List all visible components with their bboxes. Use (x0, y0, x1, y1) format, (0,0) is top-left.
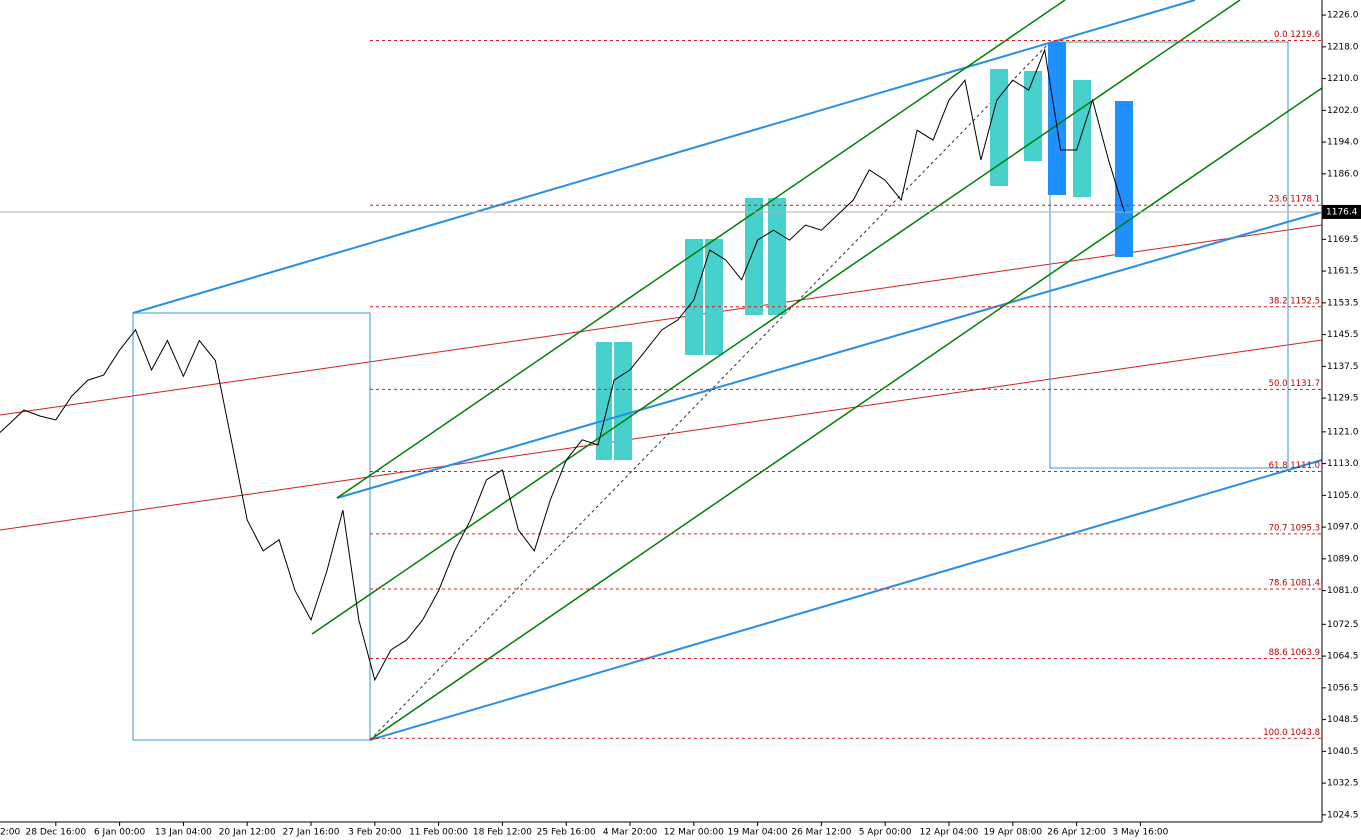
y-tick-label: 1097.0 (1327, 523, 1359, 533)
x-tick-label: 13 Jan 04:00 (155, 828, 212, 838)
fib-label: 50.0 1131.7 (1269, 379, 1320, 389)
trend-line (0, 339, 1323, 531)
x-tick-label: 6 Jan 00:00 (94, 828, 146, 838)
fib-label: 78.6 1081.4 (1269, 579, 1320, 589)
trend-line (336, 211, 1323, 499)
x-tick-label: 18 Feb 12:00 (473, 828, 532, 838)
trend-line (132, 0, 1196, 314)
y-tick-label: 1194.0 (1327, 138, 1359, 148)
x-tick-label: 3 Feb 20:00 (348, 828, 402, 838)
range-box (132, 312, 371, 741)
x-tick-label: 19 Mar 04:00 (728, 828, 788, 838)
zone (1024, 71, 1042, 161)
x-tick-label: 12 Apr 04:00 (920, 828, 979, 838)
drawings (0, 0, 1323, 741)
x-tick-label: 2:00 (0, 828, 20, 838)
x-tick-label: 19 Apr 08:00 (983, 828, 1042, 838)
y-tick-label: 1032.5 (1327, 779, 1359, 789)
y-tick-label: 1218.0 (1327, 42, 1359, 52)
y-tick-label: 1145.5 (1327, 330, 1359, 340)
zone (1115, 101, 1133, 257)
y-tick-label: 1081.0 (1327, 586, 1359, 596)
y-tick-label: 1064.5 (1327, 652, 1359, 662)
fib-label: 70.7 1095.3 (1269, 523, 1320, 533)
x-tick-label: 5 Apr 00:00 (859, 828, 912, 838)
x-tick-label: 11 Feb 00:00 (409, 828, 468, 838)
x-tick-label: 27 Jan 16:00 (283, 828, 340, 838)
zone (685, 239, 703, 355)
x-tick-label: 25 Feb 16:00 (537, 828, 596, 838)
fib-label: 61.8 1111.0 (1269, 461, 1320, 471)
zone (614, 342, 632, 460)
y-tick-label: 1226.0 (1327, 11, 1359, 21)
zone (1048, 42, 1066, 195)
diagonal (369, 41, 1051, 741)
x-tick-label: 3 May 16:00 (1112, 828, 1168, 838)
range-box (1049, 41, 1289, 469)
zone (768, 198, 786, 315)
trend-line (369, 459, 1323, 741)
y-tick-label: 1129.5 (1327, 394, 1359, 404)
channel-line (311, 0, 1241, 635)
current-price-box (1322, 204, 1361, 219)
x-tick-label: 12 Mar 00:00 (664, 828, 724, 838)
fib-label: 88.6 1063.9 (1269, 648, 1320, 658)
y-tick-label: 1210.0 (1327, 74, 1359, 84)
y-tick-label: 1121.0 (1327, 427, 1359, 437)
x-tick-label: 26 Mar 12:00 (791, 828, 851, 838)
x-tick-label: 26 Apr 12:00 (1047, 828, 1106, 838)
y-tick-label: 1161.5 (1327, 267, 1359, 277)
y-tick-label: 1072.5 (1327, 620, 1359, 630)
zone (1073, 80, 1091, 197)
y-tick-label: 1040.5 (1327, 747, 1359, 757)
fib-label: 23.6 1178.1 (1269, 195, 1320, 205)
x-tick-label: 4 Mar 20:00 (603, 828, 658, 838)
x-tick-label: 28 Dec 16:00 (26, 828, 87, 838)
zone (990, 69, 1008, 186)
price-line (0, 48, 1125, 682)
zone (745, 198, 763, 315)
fib-label: 38.2 1152.5 (1269, 296, 1320, 306)
y-tick-label: 1024.5 (1327, 810, 1359, 820)
y-tick-label: 1153.5 (1327, 298, 1359, 308)
y-tick-label: 1137.5 (1327, 362, 1359, 372)
y-tick-label: 1105.0 (1327, 491, 1359, 501)
y-tick-label: 1202.0 (1327, 106, 1359, 116)
y-tick-label: 1186.0 (1327, 169, 1359, 179)
zone (596, 342, 612, 460)
fib-label: 0.0 1219.6 (1274, 30, 1320, 40)
channel-line (369, 87, 1323, 741)
zone (705, 239, 723, 355)
y-tick-label: 1113.0 (1327, 459, 1359, 469)
y-tick-label: 1056.5 (1327, 683, 1359, 693)
y-tick-label: 1169.5 (1327, 235, 1359, 245)
y-tick-label: 1048.5 (1327, 715, 1359, 725)
y-tick-label: 1089.0 (1327, 554, 1359, 564)
channel-line (336, 0, 1066, 499)
current-price-label: 1176.4 (1326, 207, 1358, 217)
x-tick-label: 20 Jan 12:00 (219, 828, 276, 838)
fib-label: 100.0 1043.8 (1263, 728, 1320, 738)
